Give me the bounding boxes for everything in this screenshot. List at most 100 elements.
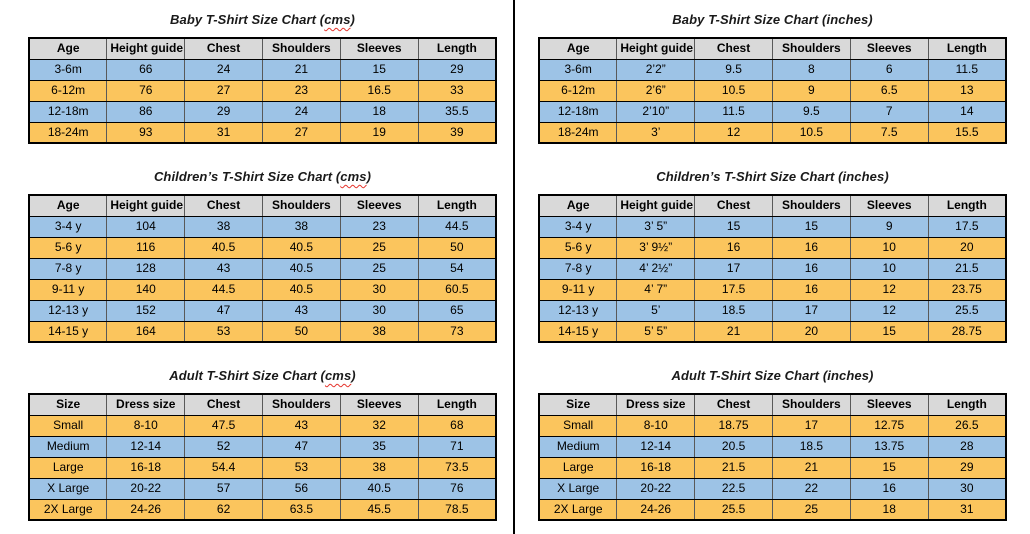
table-cell: 50 <box>417 236 497 259</box>
table-cell: 3-4 y <box>28 215 108 238</box>
table-row: 7-8 y 4’ 2½” 17 16 10 21.5 <box>538 257 1007 280</box>
table-cell: 17.5 <box>927 215 1007 238</box>
header-row: Age Height guide Chest Shoulders Sleeves Leng… <box>28 194 497 217</box>
title-text: ) <box>366 169 372 184</box>
table-cell: 45.5 <box>339 498 419 521</box>
column-header: Height guide <box>616 194 696 217</box>
table-cell: 17 <box>694 257 773 280</box>
table-cell: 5-6 y <box>538 236 618 259</box>
table-cell: 2X Large <box>28 498 108 521</box>
title-text: Adult T-Shirt Size Chart ( <box>169 368 325 383</box>
table-cell: 22.5 <box>694 477 773 500</box>
table-cell: 7-8 y <box>538 257 618 280</box>
children-inches-title: Children’s T-Shirt Size Chart (inches) <box>538 169 1007 185</box>
table-cell: 23 <box>261 79 341 102</box>
table-cell: 12-13 y <box>538 299 618 322</box>
header-row: Age Height guide Chest Shoulders Sleeves Leng… <box>538 194 1007 217</box>
column-header: Length <box>927 37 1007 60</box>
table-row: 12-13 y 5’ 18.5 17 12 25.5 <box>538 299 1007 322</box>
table-cell: 30 <box>339 299 419 322</box>
adult-cms-title: Adult T-Shirt Size Chart (cms) <box>28 368 497 384</box>
table-row: 18-24m 3’ 12 10.5 7.5 15.5 <box>538 121 1007 144</box>
table-row: X Large 20-22 57 56 40.5 76 <box>28 477 497 500</box>
table-cell: 68 <box>417 414 497 437</box>
table-cell: 12 <box>849 299 929 322</box>
table-cell: 3’ <box>616 121 696 144</box>
table-cell: 15 <box>339 58 419 81</box>
table-cell: 29 <box>417 58 497 81</box>
table-cell: 10 <box>849 257 929 280</box>
column-header: Age <box>28 194 108 217</box>
table-cell: 6 <box>849 58 929 81</box>
title-text: Children’s T-Shirt Size Chart ( <box>153 169 341 184</box>
children-inches-table: Age Height guide Chest Shoulders Sleeves Leng… <box>538 194 1007 343</box>
title-text: Children’s T-Shirt Size Chart (inches) <box>656 169 889 184</box>
table-cell: 40.5 <box>261 257 341 280</box>
table-cell: 12-18m <box>28 100 108 123</box>
table-row: 7-8 y 128 43 40.5 25 54 <box>28 257 497 280</box>
table-cell: 9.5 <box>694 58 773 81</box>
table-cell: 21 <box>771 456 851 479</box>
table-cell: Small <box>28 414 108 437</box>
children-inches-section: Children’s T-Shirt Size Chart (inches) A… <box>538 169 1007 343</box>
baby-cms-table: Age Height guide Chest Shoulders Sleeves Leng… <box>28 37 497 144</box>
column-header: Height guide <box>106 194 186 217</box>
table-cell: 30 <box>927 477 1007 500</box>
table-row: Small 8-10 18.75 17 12.75 26.5 <box>538 414 1007 437</box>
column-header: Size <box>538 393 618 416</box>
column-header: Length <box>927 393 1007 416</box>
table-cell: 5-6 y <box>28 236 108 259</box>
table-cell: 73 <box>417 320 497 343</box>
baby-inches-title: Baby T-Shirt Size Chart (inches) <box>538 12 1007 28</box>
table-cell: 26.5 <box>927 414 1007 437</box>
table-cell: 43 <box>261 414 341 437</box>
table-cell: 3’ 5” <box>616 215 696 238</box>
table-cell: 152 <box>106 299 186 322</box>
table-cell: 8 <box>771 58 851 81</box>
adult-inches-table: Size Dress size Chest Shoulders Sleeves Lengt… <box>538 393 1007 521</box>
table-cell: 14-15 y <box>538 320 618 343</box>
column-header: Shoulders <box>771 37 851 60</box>
children-cms-table: Age Height guide Chest Shoulders Sleeves Leng… <box>28 194 497 343</box>
table-cell: 128 <box>106 257 186 280</box>
column-header: Height guide <box>616 37 696 60</box>
table-cell: 16 <box>771 236 851 259</box>
table-cell: 63.5 <box>261 498 341 521</box>
column-header: Sleeves <box>339 37 419 60</box>
table-cell: 6-12m <box>28 79 108 102</box>
table-cell: 10.5 <box>771 121 851 144</box>
table-cell: 76 <box>106 79 186 102</box>
table-cell: 24-26 <box>616 498 696 521</box>
table-cell: 9-11 y <box>538 278 618 301</box>
table-cell: 43 <box>261 299 341 322</box>
table-cell: 78.5 <box>417 498 497 521</box>
table-cell: 47 <box>184 299 263 322</box>
table-cell: 54.4 <box>184 456 263 479</box>
table-cell: 8-10 <box>106 414 186 437</box>
table-cell: 24 <box>261 100 341 123</box>
column-header: Chest <box>694 37 773 60</box>
column-header: Length <box>417 37 497 60</box>
table-cell: Medium <box>538 435 618 458</box>
baby-cms-section: Baby T-Shirt Size Chart (cms) Age Height … <box>28 12 497 144</box>
column-header: Shoulders <box>771 194 851 217</box>
table-cell: 43 <box>184 257 263 280</box>
table-cell: 4’ 7” <box>616 278 696 301</box>
column-header: Shoulders <box>261 194 341 217</box>
adult-inches-title: Adult T-Shirt Size Chart (inches) <box>538 368 1007 384</box>
table-row: 2X Large 24-26 25.5 25 18 31 <box>538 498 1007 521</box>
table-cell: Small <box>538 414 618 437</box>
table-cell: 6-12m <box>538 79 618 102</box>
table-cell: 24-26 <box>106 498 186 521</box>
table-cell: 12-14 <box>106 435 186 458</box>
table-cell: 40.5 <box>184 236 263 259</box>
table-row: Large 16-18 54.4 53 38 73.5 <box>28 456 497 479</box>
table-cell: 164 <box>106 320 186 343</box>
table-cell: 44.5 <box>184 278 263 301</box>
table-cell: 54 <box>417 257 497 280</box>
table-cell: 11.5 <box>694 100 773 123</box>
table-cell: 52 <box>184 435 263 458</box>
table-cell: 60.5 <box>417 278 497 301</box>
table-cell: 76 <box>417 477 497 500</box>
table-cell: 6.5 <box>849 79 929 102</box>
